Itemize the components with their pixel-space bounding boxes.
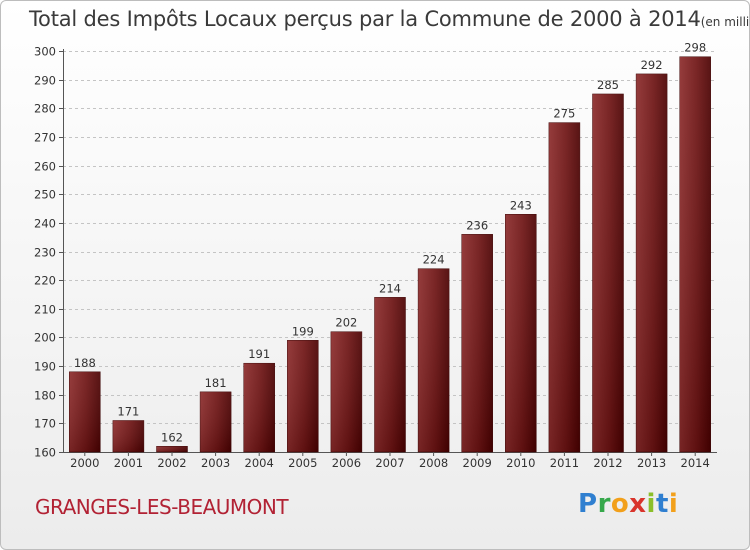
commune-name: GRANGES-LES-BEAUMONT (35, 495, 289, 519)
bar-shade (679, 56, 711, 452)
data-label: 171 (117, 404, 139, 418)
y-tick-label: 300 (34, 45, 56, 59)
data-label: 298 (684, 41, 706, 55)
x-tick-label: 2005 (288, 456, 317, 470)
data-label: 243 (510, 198, 532, 212)
x-tick-label: 2010 (506, 456, 535, 470)
x-tick-label: 2009 (463, 456, 492, 470)
bar-shade (156, 446, 188, 452)
logo-letter: x (629, 489, 647, 519)
x-tick-label: 2012 (593, 456, 622, 470)
title-unit: (en milliers d'€) (700, 15, 750, 29)
x-tick-label: 2007 (375, 456, 404, 470)
x-tick-label: 2003 (201, 456, 230, 470)
data-label: 292 (641, 58, 663, 72)
logo-letter: i (668, 489, 679, 519)
x-tick-label: 2001 (114, 456, 143, 470)
y-tick-label: 250 (34, 188, 56, 202)
logo-letter: P (578, 489, 598, 519)
y-tick-label: 220 (34, 274, 56, 288)
y-tick-label: 240 (34, 217, 56, 231)
x-tick-label: 2006 (332, 456, 361, 470)
logo-letter: t (655, 489, 669, 519)
y-tick-label: 290 (34, 74, 56, 88)
x-tick-label: 2008 (419, 456, 448, 470)
data-label: 285 (597, 78, 619, 92)
x-tick-label: 2013 (637, 456, 666, 470)
bar-shade (112, 420, 144, 452)
proxiti-logo: Proxiti (578, 489, 678, 519)
x-tick-label: 2004 (245, 456, 274, 470)
y-tick-label: 230 (34, 246, 56, 260)
data-label: 162 (161, 430, 183, 444)
bar-shade (548, 122, 580, 452)
x-tick-label: 2014 (681, 456, 710, 470)
data-label: 224 (423, 253, 445, 267)
data-label: 181 (205, 376, 227, 390)
data-label: 188 (74, 356, 96, 370)
bar-shade (69, 371, 101, 452)
bar-shade (287, 340, 319, 452)
y-tick-label: 260 (34, 160, 56, 174)
logo-letter: r (597, 489, 611, 519)
bar-shade (461, 234, 493, 452)
bar-shade (505, 214, 537, 452)
y-tick-label: 180 (34, 389, 56, 403)
chart-title: Total des Impôts Locaux perçus par la Co… (29, 7, 750, 31)
bar-shade (374, 297, 406, 452)
logo-letter: o (610, 489, 630, 519)
bar-shade (592, 93, 624, 452)
x-tick-label: 2000 (70, 456, 99, 470)
data-label: 202 (335, 316, 357, 330)
bar-shade (243, 363, 275, 452)
title-text: Total des Impôts Locaux perçus par la Co… (29, 7, 701, 31)
logo-letter: i (646, 489, 656, 519)
data-label: 199 (292, 324, 314, 338)
bar-shade (330, 331, 362, 452)
bar-shade (418, 268, 450, 452)
data-label: 191 (248, 347, 270, 361)
data-label: 275 (553, 107, 575, 121)
x-tick-label: 2011 (550, 456, 579, 470)
data-label: 236 (466, 218, 488, 232)
bar-shade (636, 73, 668, 453)
y-tick-label: 190 (34, 360, 56, 374)
bar-shade (200, 391, 232, 452)
y-tick-label: 200 (34, 331, 56, 345)
y-tick-label: 270 (34, 131, 56, 145)
y-tick-label: 160 (34, 446, 56, 460)
y-tick-label: 210 (34, 303, 56, 317)
y-tick-label: 280 (34, 102, 56, 116)
data-label: 214 (379, 281, 401, 295)
x-tick-label: 2002 (157, 456, 186, 470)
y-tick-label: 170 (34, 417, 56, 431)
